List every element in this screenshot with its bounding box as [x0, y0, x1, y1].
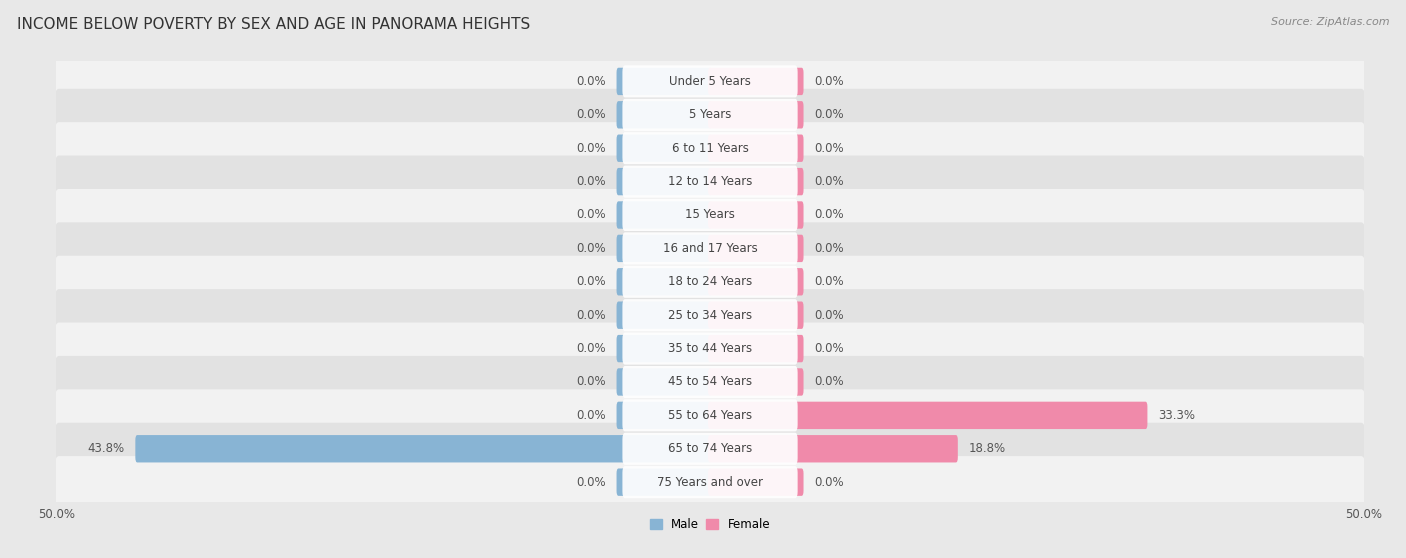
Text: 45 to 54 Years: 45 to 54 Years — [668, 376, 752, 388]
FancyBboxPatch shape — [623, 366, 797, 398]
Text: 12 to 14 Years: 12 to 14 Years — [668, 175, 752, 188]
Text: 0.0%: 0.0% — [814, 108, 844, 121]
FancyBboxPatch shape — [55, 189, 1365, 241]
FancyBboxPatch shape — [623, 99, 797, 131]
Text: 0.0%: 0.0% — [814, 175, 844, 188]
Text: 33.3%: 33.3% — [1159, 409, 1195, 422]
Text: 0.0%: 0.0% — [576, 142, 606, 155]
Text: 0.0%: 0.0% — [576, 309, 606, 321]
FancyBboxPatch shape — [55, 156, 1365, 208]
Text: 0.0%: 0.0% — [814, 376, 844, 388]
Text: 0.0%: 0.0% — [576, 108, 606, 121]
FancyBboxPatch shape — [623, 166, 797, 198]
FancyBboxPatch shape — [135, 435, 711, 463]
FancyBboxPatch shape — [709, 469, 803, 496]
Text: 0.0%: 0.0% — [576, 75, 606, 88]
FancyBboxPatch shape — [617, 368, 711, 396]
FancyBboxPatch shape — [709, 268, 803, 296]
FancyBboxPatch shape — [55, 89, 1365, 141]
Text: INCOME BELOW POVERTY BY SEX AND AGE IN PANORAMA HEIGHTS: INCOME BELOW POVERTY BY SEX AND AGE IN P… — [17, 17, 530, 32]
Text: 0.0%: 0.0% — [576, 475, 606, 489]
Text: Source: ZipAtlas.com: Source: ZipAtlas.com — [1271, 17, 1389, 27]
FancyBboxPatch shape — [55, 222, 1365, 275]
FancyBboxPatch shape — [617, 402, 711, 429]
FancyBboxPatch shape — [617, 235, 711, 262]
FancyBboxPatch shape — [709, 435, 957, 463]
Text: 25 to 34 Years: 25 to 34 Years — [668, 309, 752, 321]
FancyBboxPatch shape — [55, 323, 1365, 374]
FancyBboxPatch shape — [709, 201, 803, 229]
FancyBboxPatch shape — [709, 101, 803, 128]
Text: 0.0%: 0.0% — [814, 275, 844, 288]
Text: 0.0%: 0.0% — [576, 175, 606, 188]
FancyBboxPatch shape — [709, 335, 803, 362]
Text: 18 to 24 Years: 18 to 24 Years — [668, 275, 752, 288]
FancyBboxPatch shape — [709, 168, 803, 195]
Text: 5 Years: 5 Years — [689, 108, 731, 121]
FancyBboxPatch shape — [623, 400, 797, 431]
Text: 0.0%: 0.0% — [576, 376, 606, 388]
FancyBboxPatch shape — [623, 199, 797, 231]
FancyBboxPatch shape — [623, 65, 797, 98]
FancyBboxPatch shape — [709, 235, 803, 262]
Text: 0.0%: 0.0% — [814, 142, 844, 155]
Legend: Male, Female: Male, Female — [645, 513, 775, 536]
Text: Under 5 Years: Under 5 Years — [669, 75, 751, 88]
Text: 0.0%: 0.0% — [814, 309, 844, 321]
FancyBboxPatch shape — [55, 122, 1365, 174]
FancyBboxPatch shape — [55, 389, 1365, 441]
FancyBboxPatch shape — [617, 134, 711, 162]
FancyBboxPatch shape — [617, 101, 711, 128]
Text: 0.0%: 0.0% — [576, 242, 606, 255]
Text: 65 to 74 Years: 65 to 74 Years — [668, 442, 752, 455]
FancyBboxPatch shape — [709, 301, 803, 329]
FancyBboxPatch shape — [617, 201, 711, 229]
FancyBboxPatch shape — [623, 132, 797, 164]
FancyBboxPatch shape — [623, 299, 797, 331]
FancyBboxPatch shape — [617, 469, 711, 496]
Text: 0.0%: 0.0% — [576, 409, 606, 422]
FancyBboxPatch shape — [623, 333, 797, 364]
FancyBboxPatch shape — [617, 68, 711, 95]
FancyBboxPatch shape — [709, 68, 803, 95]
FancyBboxPatch shape — [617, 168, 711, 195]
FancyBboxPatch shape — [55, 356, 1365, 408]
FancyBboxPatch shape — [617, 335, 711, 362]
Text: 0.0%: 0.0% — [814, 75, 844, 88]
FancyBboxPatch shape — [55, 256, 1365, 308]
Text: 0.0%: 0.0% — [814, 242, 844, 255]
Text: 55 to 64 Years: 55 to 64 Years — [668, 409, 752, 422]
FancyBboxPatch shape — [623, 433, 797, 465]
FancyBboxPatch shape — [617, 301, 711, 329]
FancyBboxPatch shape — [623, 466, 797, 498]
Text: 6 to 11 Years: 6 to 11 Years — [672, 142, 748, 155]
FancyBboxPatch shape — [55, 456, 1365, 508]
Text: 35 to 44 Years: 35 to 44 Years — [668, 342, 752, 355]
Text: 0.0%: 0.0% — [576, 275, 606, 288]
FancyBboxPatch shape — [709, 134, 803, 162]
Text: 15 Years: 15 Years — [685, 209, 735, 222]
Text: 0.0%: 0.0% — [814, 475, 844, 489]
Text: 0.0%: 0.0% — [576, 209, 606, 222]
Text: 16 and 17 Years: 16 and 17 Years — [662, 242, 758, 255]
Text: 0.0%: 0.0% — [814, 209, 844, 222]
FancyBboxPatch shape — [623, 232, 797, 264]
FancyBboxPatch shape — [709, 368, 803, 396]
Text: 0.0%: 0.0% — [814, 342, 844, 355]
Text: 43.8%: 43.8% — [87, 442, 124, 455]
FancyBboxPatch shape — [709, 402, 1147, 429]
FancyBboxPatch shape — [617, 268, 711, 296]
FancyBboxPatch shape — [623, 266, 797, 298]
FancyBboxPatch shape — [55, 55, 1365, 108]
Text: 75 Years and over: 75 Years and over — [657, 475, 763, 489]
FancyBboxPatch shape — [55, 423, 1365, 475]
FancyBboxPatch shape — [55, 289, 1365, 341]
Text: 0.0%: 0.0% — [576, 342, 606, 355]
Text: 18.8%: 18.8% — [969, 442, 1007, 455]
